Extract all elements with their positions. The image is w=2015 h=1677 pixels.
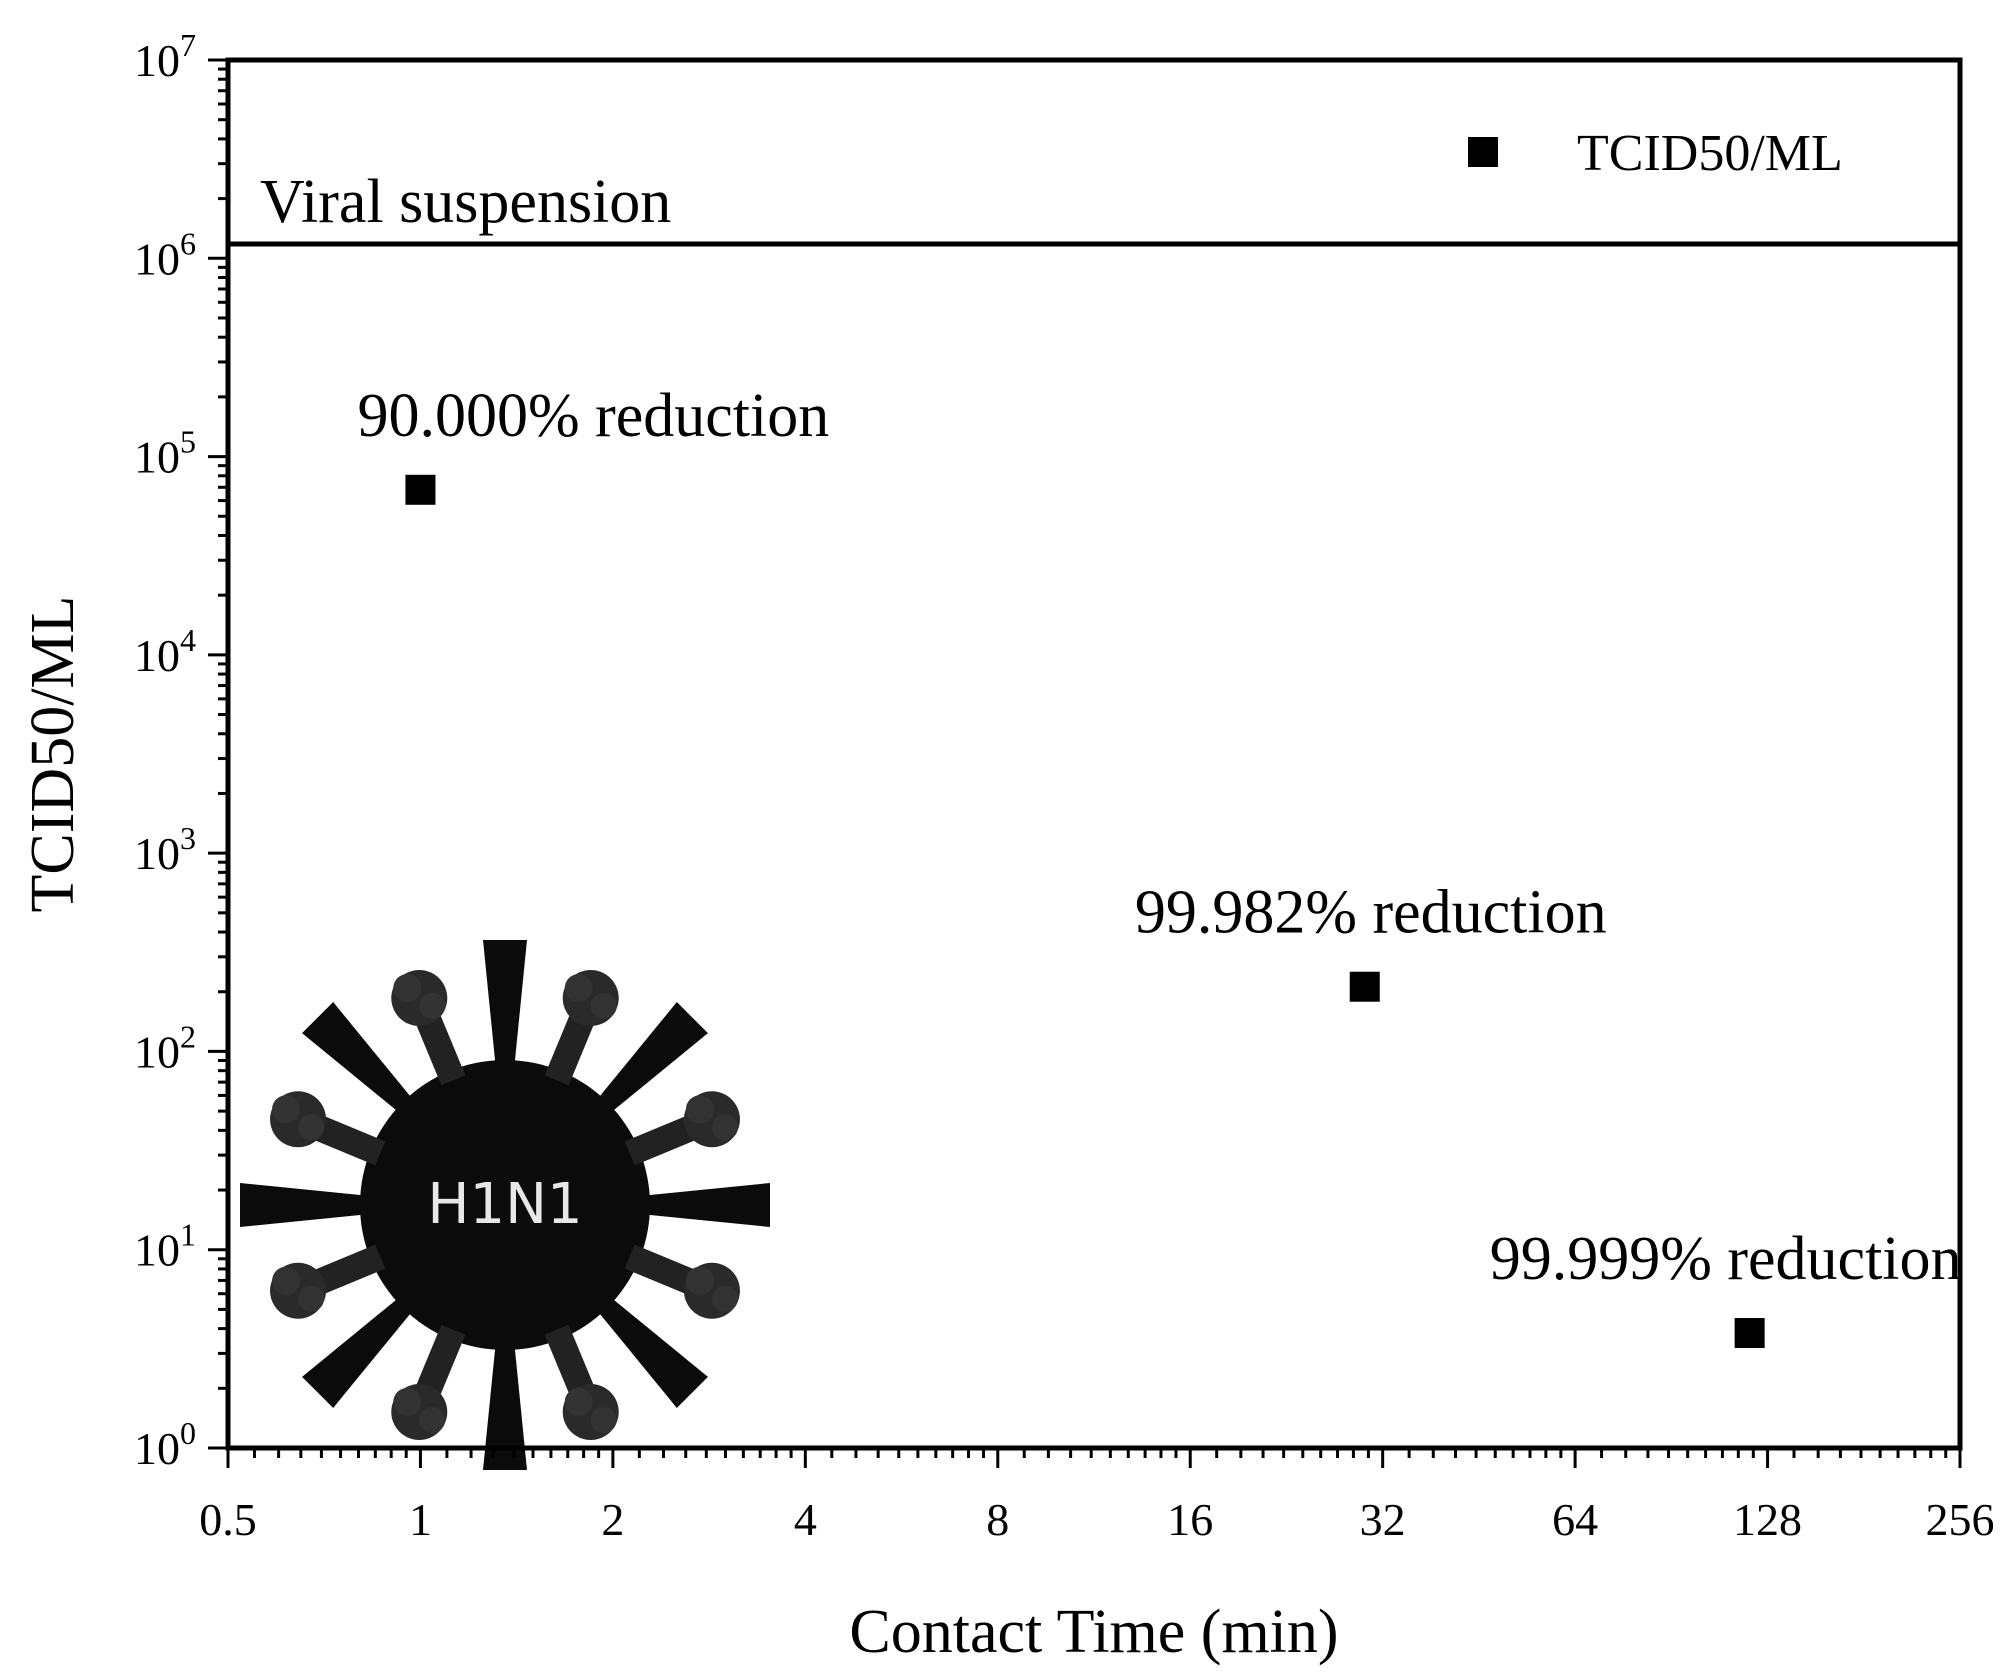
virus-knob-lobe (564, 974, 593, 1003)
x-axis-ticks (226, 1448, 1962, 1468)
data-point (405, 474, 436, 505)
virus-knob-lobe (711, 1285, 738, 1312)
virus-spike (483, 1340, 527, 1470)
virus-knob-lobe (393, 1387, 422, 1416)
virus-knob-lobe (590, 1406, 617, 1433)
x-tick-label: 1 (409, 1494, 432, 1545)
virus-knob-lobe (298, 1114, 325, 1141)
virus-knob-lobe (711, 1114, 738, 1141)
virus-body (360, 1060, 650, 1350)
virus-knob-lobe (272, 1095, 301, 1124)
virus-label: H1N1 (427, 1172, 582, 1237)
viral-suspension-label: Viral suspension (260, 168, 671, 236)
virus-spike (240, 1183, 370, 1227)
x-tick-label: 128 (1733, 1494, 1802, 1545)
virus-knob-lobe (419, 1406, 446, 1433)
virus-icon (240, 940, 770, 1470)
virus-spike (640, 1183, 770, 1227)
y-tick-label: 103 (134, 820, 196, 879)
virus-knob-lobe (393, 974, 422, 1003)
y-tick-label: 105 (134, 424, 196, 483)
plot-frame (225, 57, 1963, 1451)
y-tick-label: 101 (134, 1217, 196, 1276)
x-tick-label: 4 (794, 1494, 817, 1545)
virus-knob-lobe (298, 1285, 325, 1312)
reduction-annotation: 99.982% reduction (1135, 879, 1607, 947)
reduction-annotation: 90.000% reduction (357, 382, 829, 450)
x-tick-label: 2 (601, 1494, 624, 1545)
virus-knob-lobe (685, 1095, 714, 1124)
legend: TCID50/ML (1468, 125, 1843, 182)
virus-spike (594, 1002, 708, 1116)
virus-knob-lobe (590, 993, 617, 1020)
legend-label: TCID50/ML (1577, 125, 1843, 182)
y-tick-label: 100 (134, 1415, 196, 1474)
point-annotations: 90.000% reduction 99.982% reduction 99.999… (357, 382, 1961, 1293)
y-axis-title: TCID50/ML (19, 596, 87, 913)
virus-knob-lobe (564, 1387, 593, 1416)
legend-marker (1468, 137, 1498, 167)
x-tick-label: 32 (1360, 1494, 1406, 1545)
x-axis-title: Contact Time (min) (849, 1598, 1338, 1666)
y-tick-label: 106 (134, 225, 196, 284)
y-tick-label: 104 (134, 622, 196, 681)
virus-spike (302, 1294, 416, 1408)
data-point (1349, 971, 1380, 1002)
x-axis-tick-labels: 0.5 1 2 4 8 16 32 64 128 256 (199, 1494, 1994, 1545)
y-axis-ticks (208, 58, 228, 1450)
virus-knob-lobe (419, 993, 446, 1020)
x-tick-label: 64 (1552, 1494, 1598, 1545)
y-axis-tick-labels: 100 101 102 103 104 105 106 107 (134, 27, 196, 1474)
virus-knob-lobe (685, 1266, 714, 1295)
x-tick-label: 16 (1167, 1494, 1213, 1545)
data-point (1734, 1318, 1765, 1349)
y-tick-label: 102 (134, 1018, 196, 1077)
virus-spike (594, 1294, 708, 1408)
reduction-annotation: 99.999% reduction (1490, 1225, 1962, 1293)
data-points (405, 474, 1765, 1349)
y-tick-label: 107 (134, 27, 196, 86)
virus-spike (483, 940, 527, 1070)
virus-knob-lobe (272, 1266, 301, 1295)
x-tick-label: 256 (1926, 1494, 1995, 1545)
virus-spike (302, 1002, 416, 1116)
x-tick-label: 8 (986, 1494, 1009, 1545)
x-tick-label: 0.5 (199, 1494, 257, 1545)
